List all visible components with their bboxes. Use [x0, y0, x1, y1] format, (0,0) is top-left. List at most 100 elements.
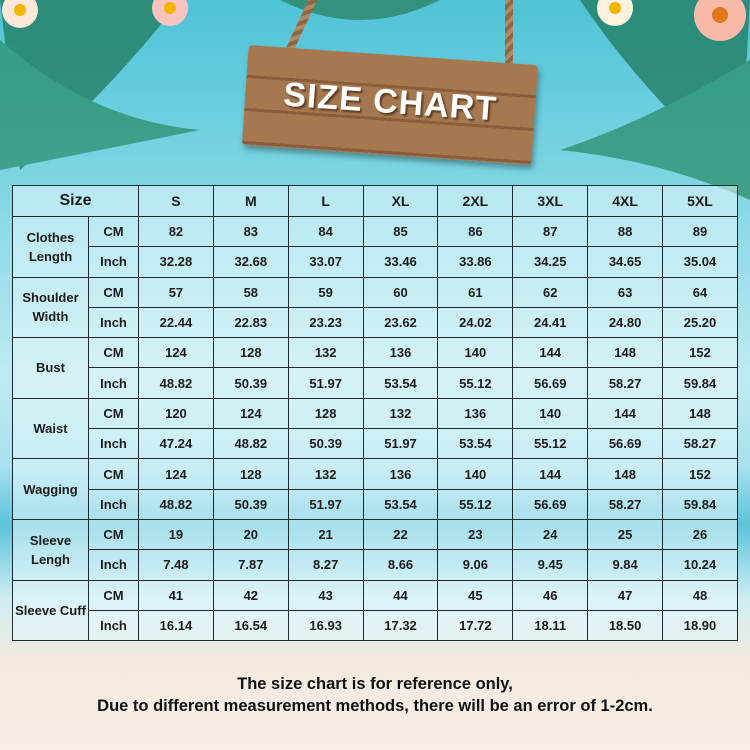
value-cell: 84	[287, 215, 364, 248]
value-cell: 55.12	[512, 428, 589, 460]
value-cell: 61	[437, 276, 514, 308]
measurement-label: Wagging	[12, 458, 89, 520]
value-cell: 85	[362, 215, 439, 248]
value-cell: 8.27	[287, 549, 364, 581]
value-cell: 58.27	[587, 367, 664, 399]
value-cell: 48	[662, 579, 738, 611]
value-cell: 45	[437, 579, 514, 611]
value-cell: 22	[362, 518, 439, 551]
value-cell: 24.02	[437, 306, 514, 339]
value-cell: 55.12	[437, 488, 514, 520]
value-cell: 10.24	[662, 549, 738, 581]
value-cell: 50.39	[212, 488, 289, 520]
value-cell: 56.69	[512, 367, 589, 399]
value-cell: 124	[212, 397, 289, 430]
unit-label: Inch	[87, 428, 140, 460]
value-cell: 33.86	[437, 246, 514, 278]
value-cell: 83	[212, 215, 289, 248]
value-cell: 53.54	[362, 367, 439, 399]
value-cell: 56.69	[587, 428, 664, 460]
unit-label: Inch	[87, 609, 140, 642]
value-cell: 148	[587, 337, 664, 369]
value-cell: 7.48	[138, 549, 214, 581]
value-cell: 56.69	[512, 488, 589, 520]
table-row: Shoulder Width CM 57 58 59 60 61 62 63 64	[12, 276, 738, 339]
value-cell: 132	[287, 458, 364, 490]
value-cell: 82	[138, 215, 214, 248]
value-cell: 51.97	[287, 488, 364, 520]
value-cell: 23	[437, 518, 514, 551]
value-cell: 60	[362, 276, 439, 308]
sign-title: SIZE CHART	[282, 75, 499, 129]
value-cell: 7.87	[212, 549, 289, 581]
table-row: Inch 47.24 48.82 50.39 51.97 53.54 55.12 56.69 5…	[13, 428, 738, 460]
unit-label: CM	[87, 458, 140, 490]
value-cell: 148	[662, 397, 738, 430]
size-col-M: M	[212, 185, 289, 217]
table-row: Inch 48.82 50.39 51.97 53.54 55.12 56.69 58.27 5…	[13, 488, 738, 520]
value-cell: 53.54	[362, 488, 439, 520]
unit-label: CM	[87, 215, 140, 248]
note-line-1: The size chart is for reference only,	[237, 675, 513, 693]
value-cell: 63	[587, 276, 664, 308]
value-cell: 64	[662, 276, 738, 308]
table-row: Inch 32.28 32.68 33.07 33.46 33.86 34.25 34.65 3…	[13, 246, 738, 278]
palm-leaves-decoration	[0, 0, 750, 200]
value-cell: 57	[138, 276, 214, 308]
value-cell: 136	[437, 397, 514, 430]
value-cell: 48.82	[212, 428, 289, 460]
table-row: Inch 22.44 22.83 23.23 23.62 24.02 24.41 24.80 2…	[13, 306, 738, 339]
value-cell: 22.44	[138, 306, 214, 339]
value-cell: 132	[287, 337, 364, 369]
value-cell: 48.82	[138, 367, 214, 399]
value-cell: 152	[662, 458, 738, 490]
value-cell: 16.14	[138, 609, 214, 642]
size-col-XL: XL	[362, 185, 439, 217]
measurement-label: Sleeve Cuff	[12, 579, 89, 642]
value-cell: 22.83	[212, 306, 289, 339]
value-cell: 140	[437, 458, 514, 490]
measurement-label: Shoulder Width	[12, 276, 89, 339]
value-cell: 9.06	[437, 549, 514, 581]
value-cell: 89	[662, 215, 738, 248]
size-col-L: L	[287, 185, 364, 217]
value-cell: 43	[287, 579, 364, 611]
value-cell: 26	[662, 518, 738, 551]
disclaimer-note: The size chart is for reference only, Du…	[0, 673, 750, 717]
measurement-label: Clothes Length	[12, 216, 89, 278]
value-cell: 53.54	[437, 428, 514, 460]
measurement-label: Waist	[12, 397, 89, 460]
value-cell: 59.84	[662, 367, 738, 399]
value-cell: 55.12	[437, 367, 514, 399]
value-cell: 124	[138, 337, 214, 369]
value-cell: 32.68	[212, 246, 289, 278]
value-cell: 48.82	[138, 488, 214, 520]
table-row: Sleeve Lengh CM 19 20 21 22 23 24 25 26	[12, 518, 738, 581]
value-cell: 32.28	[138, 246, 214, 278]
unit-label: Inch	[87, 549, 140, 581]
wooden-sign: SIZE CHART	[241, 45, 539, 165]
size-col-S: S	[138, 185, 214, 217]
value-cell: 144	[512, 458, 589, 490]
size-col-4XL: 4XL	[587, 185, 664, 217]
table-row: Inch 48.82 50.39 51.97 53.54 55.12 56.69 58.27 5…	[13, 367, 738, 399]
size-col-3XL: 3XL	[512, 185, 589, 217]
flower-icons	[2, 0, 746, 41]
value-cell: 140	[512, 397, 589, 430]
value-cell: 128	[287, 397, 364, 430]
unit-label: Inch	[87, 367, 140, 399]
value-cell: 9.45	[512, 549, 589, 581]
value-cell: 128	[212, 337, 289, 369]
value-cell: 58.27	[662, 428, 738, 460]
value-cell: 23.62	[362, 306, 439, 339]
value-cell: 16.54	[212, 609, 289, 642]
note-line-2: Due to different measurement methods, th…	[97, 697, 653, 715]
unit-label: CM	[87, 397, 140, 430]
size-chart-table: Size S M L XL 2XL 3XL 4XL 5XL Clothes Length CM 8…	[11, 185, 738, 642]
value-cell: 47.24	[138, 428, 214, 460]
unit-label: CM	[87, 518, 140, 551]
value-cell: 24	[512, 518, 589, 551]
value-cell: 152	[662, 337, 738, 369]
value-cell: 19	[138, 518, 214, 551]
value-cell: 51.97	[287, 367, 364, 399]
